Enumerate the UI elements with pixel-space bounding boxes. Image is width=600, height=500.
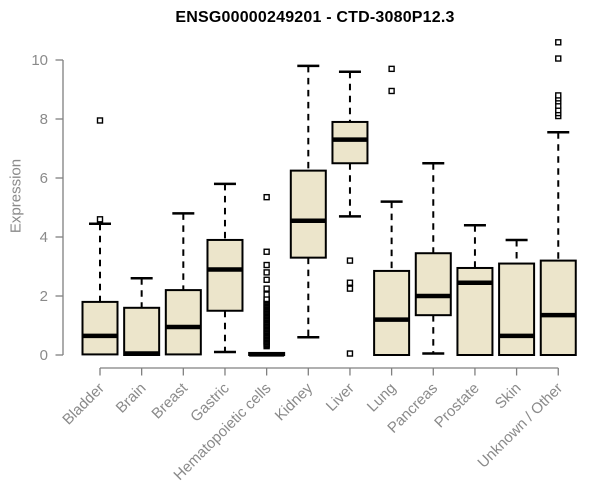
box-liver	[331, 70, 369, 357]
x-tick-label: Liver	[323, 380, 358, 415]
box-body	[81, 300, 119, 356]
y-tick-label: 8	[40, 111, 48, 128]
chart-title: ENSG00000249201 - CTD-3080P12.3	[175, 9, 455, 26]
box-body	[373, 269, 411, 356]
y-tick-label: 6	[40, 170, 48, 187]
x-tick-label: Prostate	[431, 380, 483, 432]
outlier-point	[388, 65, 395, 73]
box-body	[414, 252, 452, 317]
box-body	[498, 262, 536, 356]
x-tick-label: Bladder	[59, 380, 108, 429]
box-body	[289, 169, 327, 259]
outlier-point	[263, 285, 270, 292]
outlier-point	[263, 291, 270, 298]
outlier-point	[263, 276, 270, 283]
outlier-point	[96, 216, 104, 223]
outlier-point	[346, 279, 354, 286]
outlier-point	[555, 39, 562, 46]
box-breast	[164, 212, 202, 356]
outlier-point	[263, 193, 270, 201]
box-kidney	[289, 64, 327, 339]
box-lung	[373, 65, 411, 356]
box-gastric	[206, 182, 244, 354]
outlier-point	[346, 285, 354, 292]
box-body	[206, 238, 244, 312]
box-body	[331, 120, 369, 165]
outlier-point	[263, 269, 270, 276]
y-tick-label: 0	[40, 347, 48, 364]
box-prostate	[456, 223, 494, 357]
box-body	[123, 306, 161, 356]
x-tick-label: Brain	[113, 380, 150, 417]
x-tick-label: Skin	[492, 380, 525, 413]
box-unknown-other	[539, 39, 577, 357]
outlier-point	[346, 350, 354, 357]
outlier-point	[263, 261, 270, 269]
outlier-point	[346, 257, 354, 264]
outlier-point	[388, 87, 395, 95]
y-tick-label: 2	[40, 288, 48, 305]
outlier-point	[555, 92, 562, 99]
x-tick-label: Kidney	[272, 379, 317, 424]
x-tick-label: Lung	[364, 380, 400, 416]
box-body	[164, 289, 202, 356]
outlier-point	[555, 55, 562, 62]
box-skin	[498, 238, 536, 356]
outlier-point	[263, 248, 270, 255]
box-brain	[123, 277, 161, 356]
box-body	[539, 259, 577, 357]
box-bladder	[81, 117, 119, 356]
y-axis: 0 2 4 6 8 10	[31, 52, 64, 364]
box-pancreas	[414, 162, 452, 355]
y-tick-label: 4	[40, 229, 48, 246]
box-hematopoietic-cells	[248, 193, 286, 357]
x-tick-label: Breast	[148, 379, 191, 422]
y-tick-label: 10	[31, 52, 48, 69]
outlier-point	[96, 117, 104, 124]
